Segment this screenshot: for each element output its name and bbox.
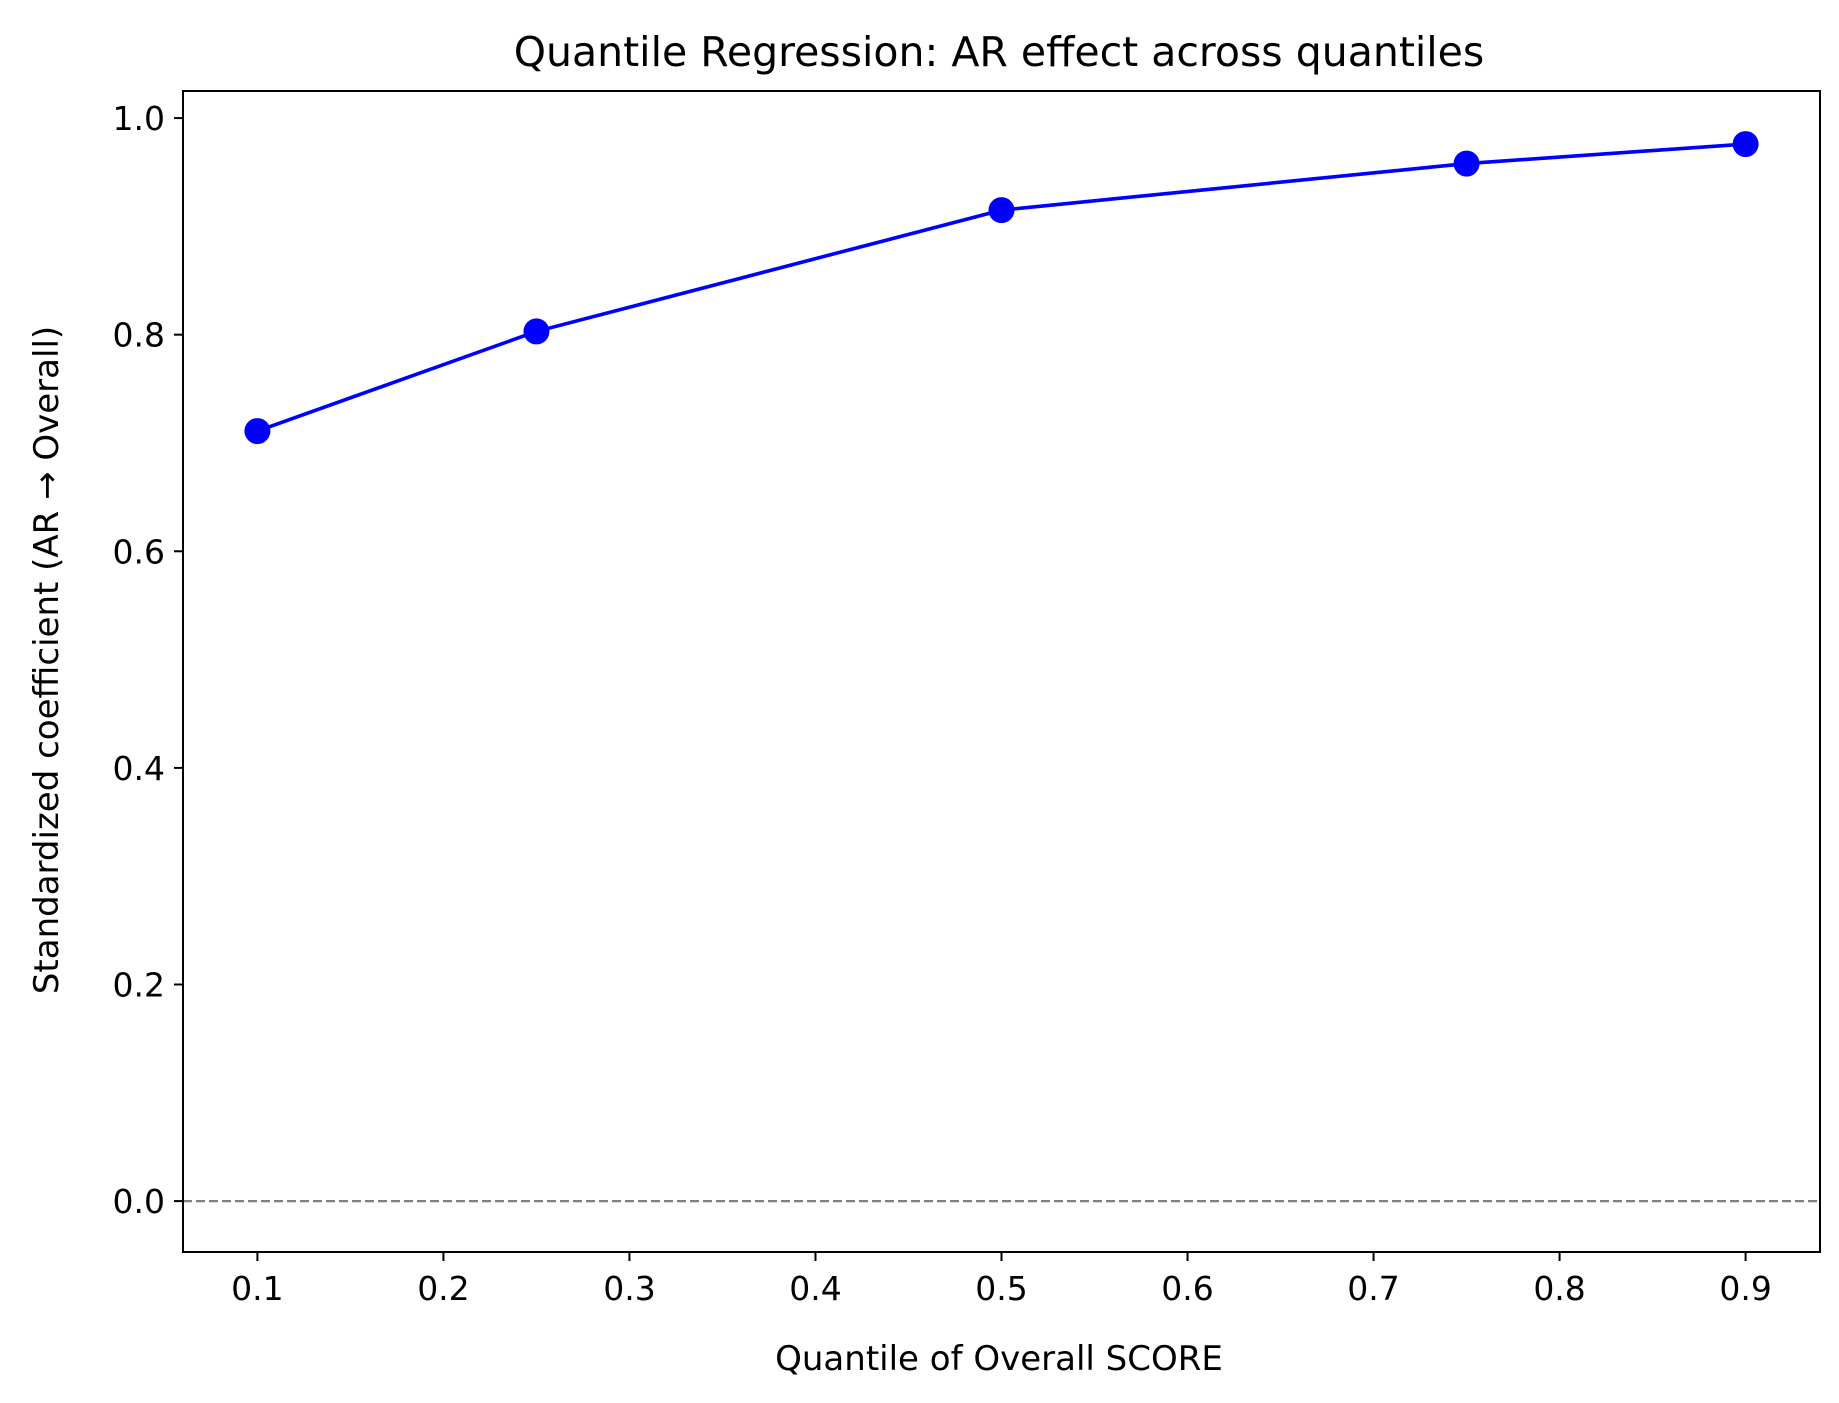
plot-frame [182,90,1821,1253]
y-tick-label: 0.2 [113,965,165,1004]
x-tick-label: 0.6 [1161,1269,1213,1308]
data-point [1732,131,1759,158]
y-tick-label: 1.0 [113,99,165,138]
x-tick-label: 0.3 [603,1269,655,1308]
x-tick-label: 0.9 [1719,1269,1771,1308]
y-axis-label: Standardized coefficient (AR → Overall) [27,326,67,994]
x-tick-label: 0.2 [417,1269,469,1308]
x-tick-label: 0.8 [1533,1269,1585,1308]
y-tick-label: 0.0 [113,1182,165,1221]
data-point [988,197,1015,224]
series-line [256,142,1746,433]
chart-title: Quantile Regression: AR effect across qu… [514,28,1485,76]
x-axis-ticks: 0.1 0.2 0.3 0.4 0.5 0.6 0.7 0.8 0.9 [231,1252,1772,1308]
data-point [523,318,550,345]
data-point [1453,150,1480,177]
y-tick-label: 0.8 [113,316,165,355]
x-tick-label: 0.4 [789,1269,841,1308]
x-tick-label: 0.7 [1347,1269,1399,1308]
x-tick-label: 0.5 [975,1269,1027,1308]
x-tick-label: 0.1 [231,1269,283,1308]
x-axis-label: Quantile of Overall SCORE [775,1339,1223,1379]
data-point [244,418,271,445]
y-tick-label: 0.6 [113,532,165,571]
plot-area [183,131,1820,1203]
y-tick-label: 0.4 [113,749,165,788]
y-axis-ticks: 0.0 0.2 0.4 0.6 0.8 1.0 [113,99,183,1221]
